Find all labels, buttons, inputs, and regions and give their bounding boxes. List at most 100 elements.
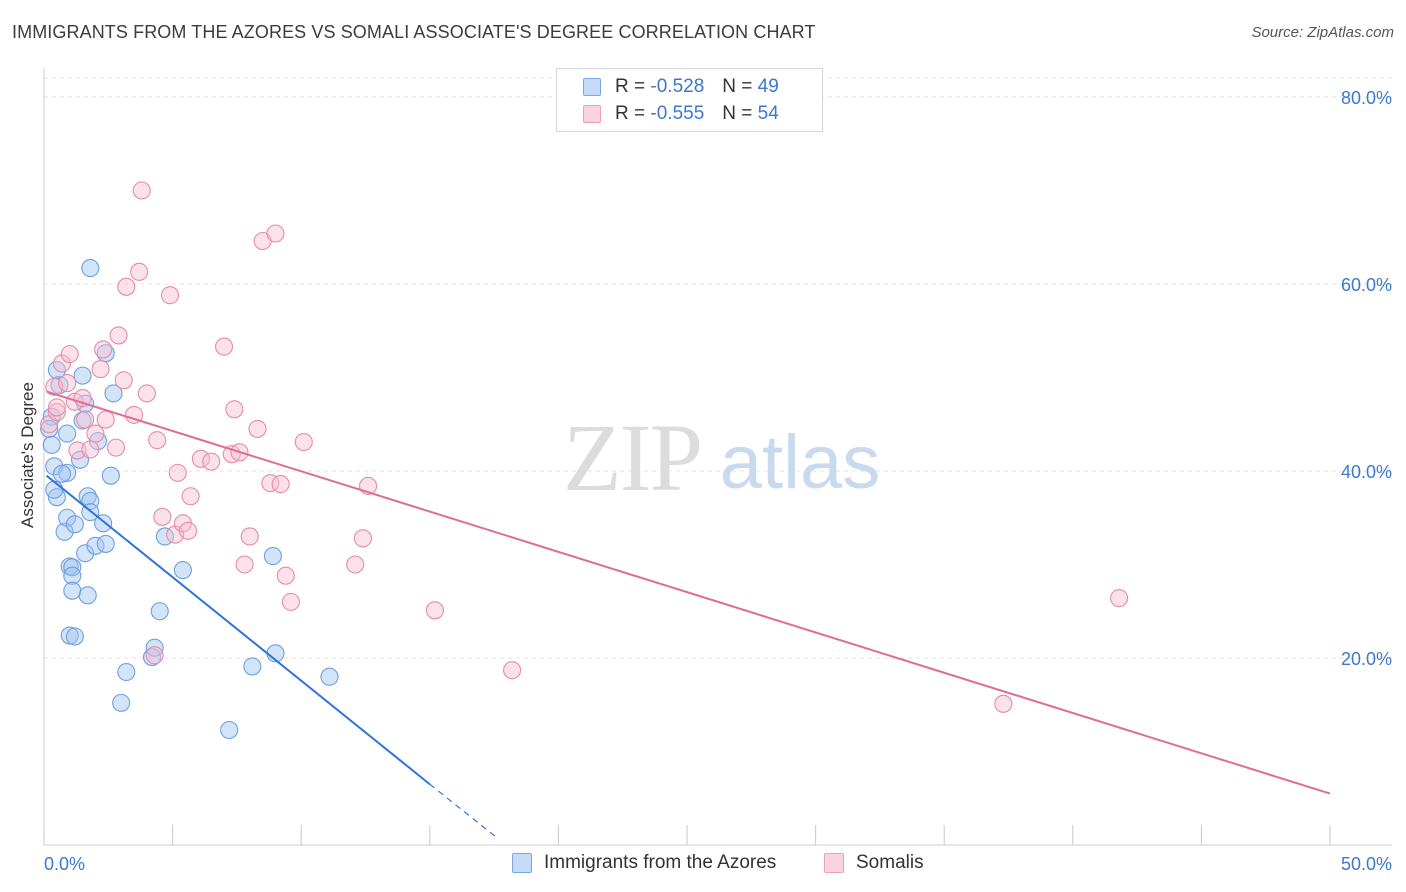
legend-swatch-azores: [583, 78, 601, 96]
point-azores: [58, 508, 77, 527]
point-somalis: [353, 529, 372, 548]
point-somalis: [124, 405, 144, 424]
watermark-atlas: atlas: [720, 420, 881, 505]
point-azores: [52, 464, 72, 483]
point-somalis: [202, 452, 221, 471]
point-somalis: [214, 337, 234, 356]
point-somalis: [117, 277, 136, 296]
legend-swatch-somalis: [583, 105, 601, 123]
point-azores: [65, 627, 84, 646]
point-somalis: [994, 694, 1013, 713]
y-tick-label: 60.0%: [1341, 275, 1392, 295]
point-azores: [243, 657, 262, 676]
point-azores: [65, 515, 84, 534]
legend-n-value: 49: [757, 76, 779, 97]
watermark-zip: ZIP: [563, 404, 701, 511]
point-somalis: [91, 360, 110, 379]
point-azores: [150, 602, 169, 621]
point-azores: [117, 662, 136, 682]
point-somalis: [425, 601, 444, 620]
y-tick-labels: 20.0% 40.0% 60.0% 80.0%: [1341, 88, 1392, 669]
point-somalis: [76, 410, 95, 429]
point-azores: [96, 534, 115, 553]
point-azores: [40, 419, 59, 438]
chart-title: IMMIGRANTS FROM THE AZORES VS SOMALI ASS…: [12, 22, 816, 42]
point-azores: [78, 487, 97, 506]
legend-n-label: N =: [722, 76, 753, 97]
point-somalis: [114, 371, 133, 390]
y-tick-label: 20.0%: [1341, 649, 1392, 669]
point-azores: [60, 626, 79, 645]
point-somalis: [148, 431, 167, 450]
point-azores: [94, 514, 113, 533]
x-tick-label-min: 0.0%: [44, 854, 85, 874]
legend-n-value: 54: [757, 103, 779, 124]
bottom-legend-swatch-azores: [512, 853, 532, 873]
point-somalis: [96, 410, 115, 429]
point-somalis: [235, 555, 254, 574]
x-tick-label-max: 50.0%: [1341, 854, 1392, 874]
bottom-legend-item-azores[interactable]: Immigrants from the Azores: [512, 852, 776, 874]
bottom-legend: Immigrants from the Azores Somalis: [0, 852, 1406, 878]
legend-r-value: -0.528: [650, 76, 705, 97]
point-azores: [81, 259, 100, 278]
trend-lines: [45, 390, 1331, 838]
point-somalis: [130, 262, 149, 281]
point-somalis: [160, 286, 180, 305]
point-azores: [58, 463, 77, 482]
point-azores: [220, 720, 239, 740]
point-somalis: [191, 449, 210, 468]
point-somalis: [271, 475, 290, 494]
point-somalis: [47, 403, 66, 422]
point-somalis: [178, 521, 198, 540]
trend-line-somalis: [46, 390, 1331, 795]
data-points: [40, 181, 1129, 740]
bottom-legend-item-somalis[interactable]: Somalis: [824, 852, 924, 874]
legend: R = -0.528 N = 49 R = -0.555 N = 54: [556, 68, 823, 132]
point-somalis: [137, 384, 156, 403]
point-somalis: [60, 345, 79, 364]
point-somalis: [106, 438, 126, 457]
point-somalis: [181, 487, 200, 506]
point-azores: [55, 522, 74, 541]
legend-r-label: R =: [615, 103, 646, 124]
point-somalis: [86, 424, 105, 443]
point-azores: [76, 544, 95, 563]
legend-r-value: -0.555: [650, 103, 705, 124]
point-somalis: [145, 646, 164, 665]
point-azores: [58, 424, 77, 443]
y-tick-label: 80.0%: [1341, 88, 1392, 108]
point-azores: [73, 366, 92, 385]
bottom-legend-label-somalis: Somalis: [856, 852, 924, 873]
point-azores: [42, 435, 61, 454]
point-azores: [145, 638, 164, 657]
point-azores: [47, 488, 66, 507]
bottom-legend-swatch-somalis: [824, 853, 844, 873]
point-somalis: [276, 566, 295, 585]
point-azores: [112, 693, 131, 712]
point-azores: [63, 566, 82, 585]
point-somalis: [94, 340, 113, 359]
source-label: Source: ZipAtlas.com: [1251, 24, 1394, 41]
point-somalis: [225, 400, 244, 419]
legend-row-azores: R = -0.528 N = 49: [583, 74, 779, 100]
point-azores: [78, 586, 97, 605]
trend-line-azores: [45, 474, 431, 786]
point-azores: [45, 480, 64, 499]
point-somalis: [266, 224, 285, 243]
y-tick-label: 40.0%: [1341, 462, 1392, 482]
bottom-legend-label-azores: Immigrants from the Azores: [544, 852, 777, 873]
point-somalis: [132, 181, 151, 200]
y-axis-label: Associate's Degree: [18, 382, 37, 528]
point-azores: [104, 384, 123, 403]
point-azores: [320, 667, 339, 686]
point-somalis: [168, 463, 187, 482]
point-somalis: [346, 555, 365, 574]
point-somalis: [109, 326, 128, 345]
point-somalis: [52, 354, 72, 373]
point-somalis: [153, 507, 172, 526]
point-somalis: [240, 527, 259, 546]
point-somalis: [503, 661, 522, 680]
axes: [43, 68, 1392, 846]
